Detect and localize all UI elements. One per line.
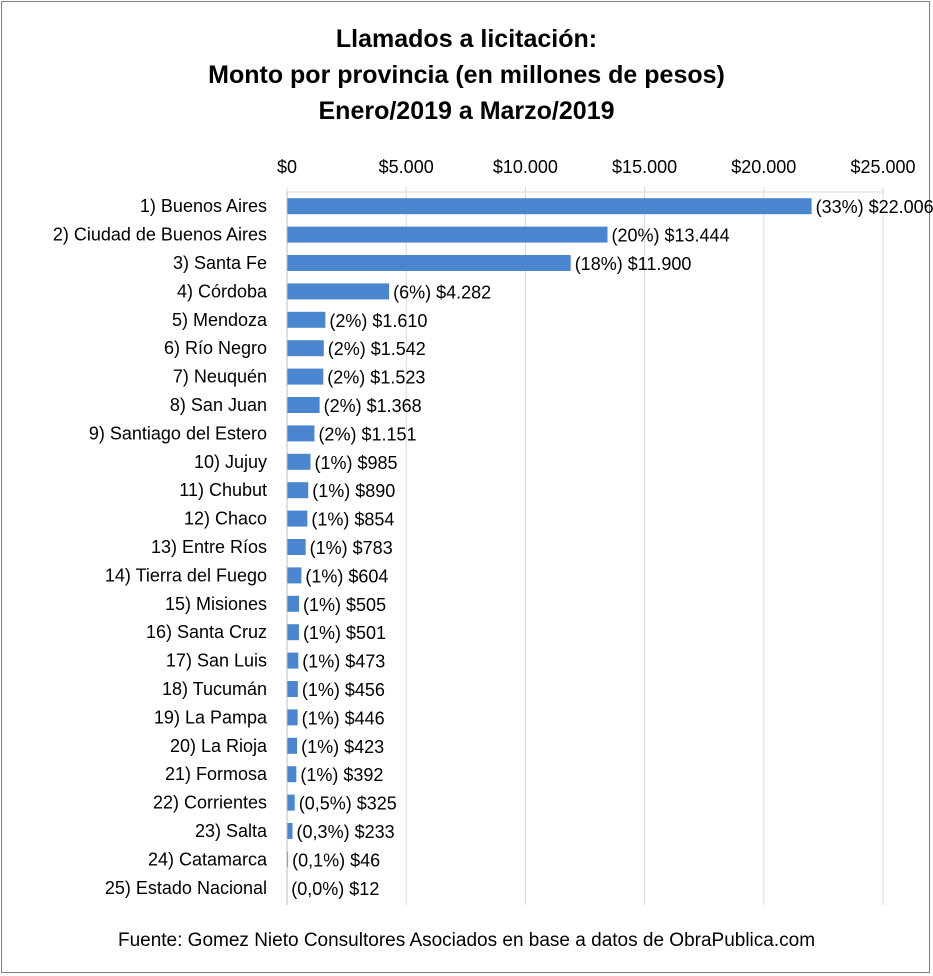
bar bbox=[287, 709, 298, 726]
data-label: (1%) $985 bbox=[314, 453, 397, 473]
data-label: (1%) $456 bbox=[302, 680, 385, 700]
bar bbox=[287, 311, 326, 328]
data-label: (33%) $22.006 bbox=[816, 197, 933, 217]
data-label: (1%) $854 bbox=[311, 510, 394, 530]
data-label: (2%) $1.368 bbox=[324, 396, 422, 416]
data-label: (18%) $11.900 bbox=[575, 254, 692, 274]
category-label: 17) San Luis bbox=[166, 651, 267, 671]
chart-title-line-1: Llamados a licitación: bbox=[335, 25, 598, 53]
data-label: (1%) $501 bbox=[303, 623, 386, 643]
category-label: 7) Neuquén bbox=[173, 367, 267, 387]
category-label: 24) Catamarca bbox=[148, 849, 268, 869]
x-tick-label: $15.000 bbox=[612, 157, 677, 177]
category-label: 10) Jujuy bbox=[194, 452, 267, 472]
x-tick-label: $20.000 bbox=[731, 157, 796, 177]
data-label: (1%) $473 bbox=[302, 652, 385, 672]
category-label: 25) Estado Nacional bbox=[105, 878, 267, 898]
bar bbox=[287, 539, 306, 555]
category-label: 23) Salta bbox=[195, 821, 268, 841]
data-label: (2%) $1.542 bbox=[328, 339, 426, 359]
category-label: 22) Corrientes bbox=[153, 793, 267, 813]
category-label: 8) San Juan bbox=[170, 395, 267, 415]
bar bbox=[287, 567, 302, 584]
data-label: (2%) $1.523 bbox=[327, 368, 425, 388]
bar bbox=[287, 283, 390, 300]
bar bbox=[287, 255, 571, 271]
category-label: 12) Chaco bbox=[184, 509, 267, 529]
bar bbox=[287, 766, 297, 783]
x-tick-label: $0 bbox=[277, 157, 297, 177]
source-note: Fuente: Gomez Nieto Consultores Asociado… bbox=[117, 930, 816, 951]
category-label: 15) Misiones bbox=[165, 594, 267, 614]
bar bbox=[287, 482, 309, 499]
category-label: 19) La Pampa bbox=[154, 707, 268, 727]
bar bbox=[287, 794, 295, 811]
bar bbox=[287, 652, 299, 669]
data-label: (0,1%) $46 bbox=[292, 850, 380, 870]
bar bbox=[287, 226, 608, 243]
category-label: 20) La Rioja bbox=[170, 736, 268, 756]
category-label: 11) Chubut bbox=[179, 480, 267, 500]
category-label: 6) Río Negro bbox=[164, 338, 267, 358]
bar bbox=[287, 453, 311, 470]
bar bbox=[287, 823, 293, 839]
category-label: 14) Tierra del Fuego bbox=[105, 565, 267, 585]
bar bbox=[287, 681, 298, 697]
data-label: (2%) $1.151 bbox=[318, 424, 416, 444]
data-label: (1%) $890 bbox=[312, 481, 395, 501]
bar bbox=[287, 397, 320, 413]
data-label: (2%) $1.610 bbox=[329, 311, 427, 331]
bar bbox=[287, 368, 324, 385]
bar bbox=[287, 198, 812, 215]
x-tick-label: $10.000 bbox=[493, 157, 558, 177]
data-label: (1%) $392 bbox=[300, 765, 383, 785]
data-label: (1%) $423 bbox=[301, 737, 384, 757]
bar bbox=[287, 595, 300, 612]
category-label: 18) Tucumán bbox=[162, 679, 267, 699]
category-label: 3) Santa Fe bbox=[173, 253, 267, 273]
bar bbox=[287, 624, 299, 641]
data-label: (1%) $446 bbox=[302, 708, 385, 728]
data-label: (6%) $4.282 bbox=[393, 282, 491, 302]
category-label: 4) Córdoba bbox=[177, 281, 268, 301]
category-label: 1) Buenos Aires bbox=[140, 196, 267, 216]
bar bbox=[287, 737, 298, 754]
category-label: 13) Entre Ríos bbox=[151, 537, 267, 557]
chart-title-line-3: Enero/2019 a Marzo/2019 bbox=[318, 97, 615, 125]
x-tick-label: $5.000 bbox=[379, 157, 434, 177]
category-label: 21) Formosa bbox=[165, 764, 268, 784]
data-label: (1%) $783 bbox=[310, 538, 393, 558]
data-label: (0,0%) $12 bbox=[291, 879, 379, 899]
category-label: 2) Ciudad de Buenos Aires bbox=[53, 225, 267, 245]
bar bbox=[287, 851, 289, 868]
data-label: (20%) $13.444 bbox=[612, 226, 730, 246]
data-label: (1%) $604 bbox=[305, 566, 388, 586]
category-label: 16) Santa Cruz bbox=[146, 622, 267, 642]
chart-title-line-2: Monto por provincia (en millones de peso… bbox=[208, 61, 725, 89]
category-label: 9) Santiago del Estero bbox=[89, 423, 267, 443]
data-label: (1%) $505 bbox=[303, 595, 386, 615]
x-tick-label: $25.000 bbox=[850, 157, 915, 177]
category-label: 5) Mendoza bbox=[172, 310, 268, 330]
data-label: (0,5%) $325 bbox=[299, 794, 397, 814]
bar bbox=[287, 425, 315, 442]
data-label: (0,3%) $233 bbox=[297, 822, 395, 842]
bar bbox=[287, 510, 308, 527]
bar bbox=[287, 340, 324, 357]
